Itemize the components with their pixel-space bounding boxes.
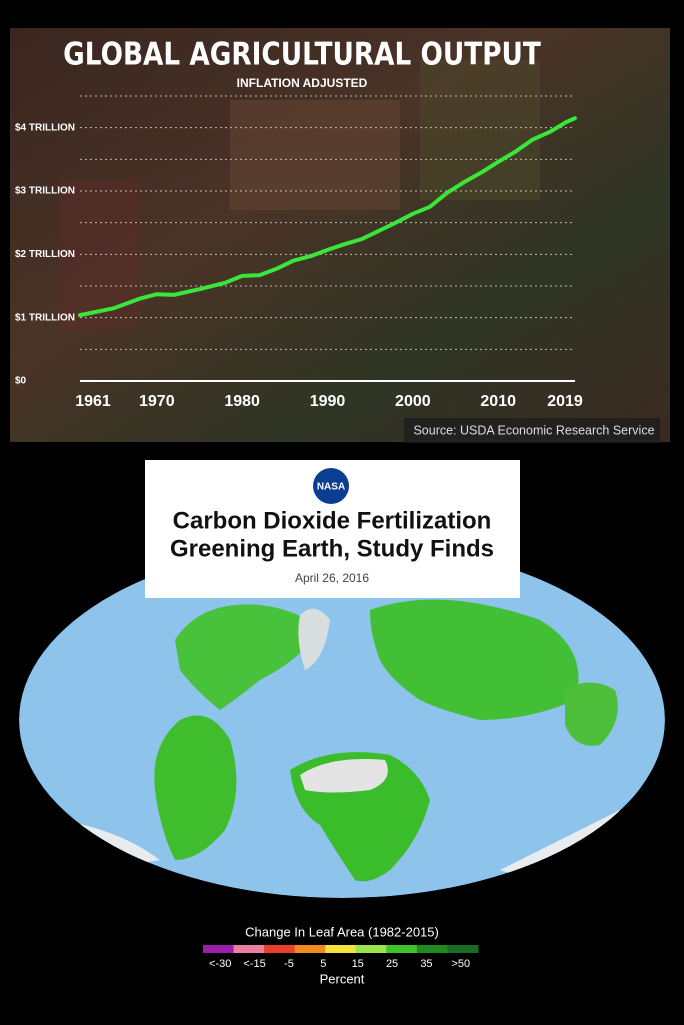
x-tick-label: 1980 (224, 393, 260, 410)
x-tick-label: 2019 (547, 393, 583, 410)
north-america (175, 604, 320, 710)
line (78, 116, 577, 318)
australia (565, 682, 618, 746)
chart-title: GLOBAL AGRICULTURAL OUTPUT (63, 36, 541, 73)
article-date: April 26, 2016 (295, 571, 369, 585)
legend-label: 25 (386, 958, 398, 970)
eurasia (370, 599, 579, 720)
legend: <-30 <-15 -5 5 15 25 35 >50 (203, 945, 479, 970)
y-tick-label: $0 (15, 376, 27, 387)
y-tick-label: $3 TRILLION (15, 186, 75, 197)
sahara (300, 759, 388, 793)
x-tick-label: 2000 (395, 393, 431, 410)
chart-subtitle: INFLATION ADJUSTED (237, 76, 368, 90)
legend-swatch (203, 945, 235, 953)
legend-label: 35 (420, 958, 432, 970)
x-tick-label: 1990 (310, 393, 346, 410)
x-tick-label: 1961 (75, 393, 111, 410)
map (19, 542, 665, 898)
legend-swatch (386, 945, 418, 953)
legend-label: 15 (352, 958, 364, 970)
nasa-logo (313, 468, 349, 504)
y-tick-label: $1 TRILLION (15, 312, 75, 323)
legend-label: <-15 (243, 958, 265, 970)
legend-swatch (233, 945, 265, 953)
article-title: Carbon Dioxide Fertilization (173, 507, 492, 534)
photo-detail (230, 100, 400, 210)
source-box (404, 418, 660, 443)
x-tick-label: 1970 (139, 393, 175, 410)
greenland (298, 608, 330, 670)
legend-swatch (416, 945, 448, 953)
legend-title: Change In Leaf Area (1982-2015) (245, 924, 439, 939)
article-title: Greening Earth, Study Finds (170, 535, 494, 562)
legend-label: >50 (451, 958, 470, 970)
legend-swatch (264, 945, 296, 953)
y-tick-label: $4 TRILLION (15, 122, 75, 133)
y-tick-label: $2 TRILLION (15, 249, 75, 260)
source: Source: USDA Economic Research Service (413, 423, 654, 437)
logo-text: NASA (317, 482, 345, 493)
photo-detail (420, 60, 540, 200)
legend-label: <-30 (209, 958, 231, 970)
plot: $0 $1 TRILLION $2 TRILLION $3 TRILLION $4 TR… (15, 95, 583, 410)
legend-swatch (355, 945, 387, 953)
x-tick-label: 2010 (480, 393, 516, 410)
south-america (154, 715, 237, 860)
legend-label: 5 (320, 958, 326, 970)
legend-label: -5 (284, 958, 294, 970)
antarctica (500, 810, 620, 880)
legend-swatch (325, 945, 357, 953)
legend-swatch (447, 945, 479, 953)
legend-unit: Percent (320, 971, 365, 986)
legend-swatch (294, 945, 326, 953)
